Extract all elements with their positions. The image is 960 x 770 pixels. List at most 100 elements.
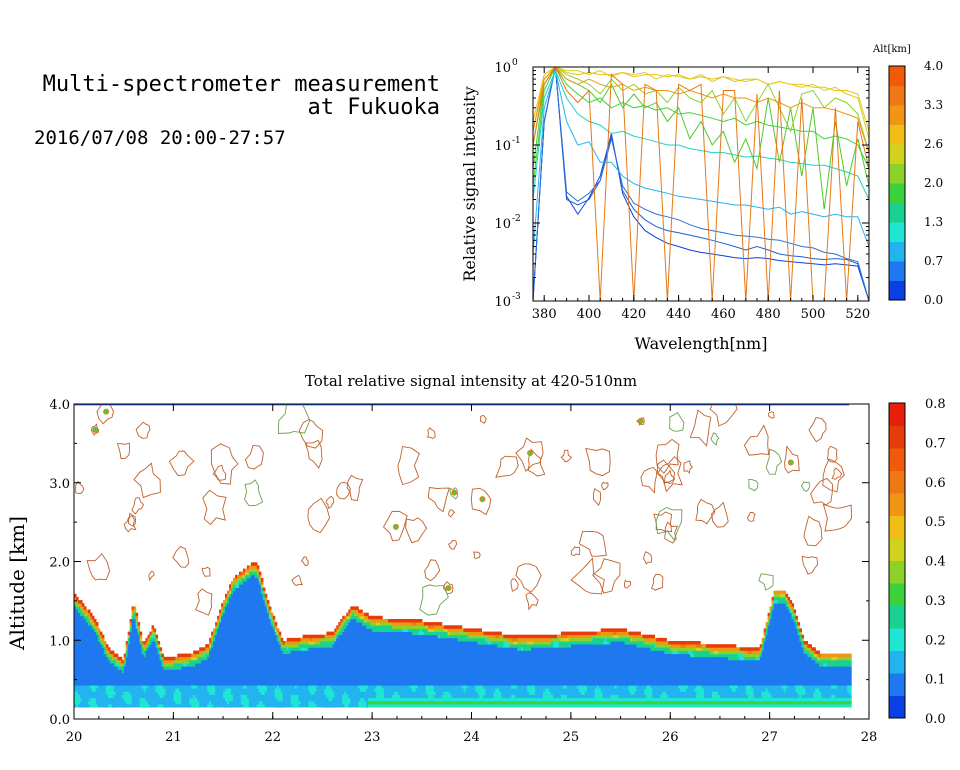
heatmap-cell [799,700,802,705]
heatmap-cell [360,697,363,708]
heatmap-cell [463,704,467,708]
heatmap-cell [374,685,377,689]
heatmap-cell [407,631,411,686]
heatmap-cell [338,625,341,629]
heatmap-cell [405,625,409,629]
heatmap-cell [433,628,437,632]
heatmap-cell [521,697,524,702]
heatmap-cell [668,697,671,702]
heatmap-cell [398,685,401,695]
heatmap-cell [451,634,455,639]
heatmap-cell [171,663,174,667]
heatmap-cell [529,694,532,699]
heatmap-cell [425,622,429,626]
heatmap-cell [483,704,486,708]
heatmap-cell [405,700,409,705]
heatmap-cell [433,631,437,636]
heatmap-cell [757,697,761,702]
heatmap-cell [638,631,641,636]
heatmap-cell [308,685,312,692]
heatmap-cell [93,697,97,708]
heatmap-cell [483,700,486,705]
heatmap-cell [531,637,534,642]
heatmap-cell [692,697,695,702]
heatmap-cell [555,647,558,686]
heatmap-cell [533,637,536,642]
heatmap-cell [215,625,218,629]
heatmap-cell [171,666,174,670]
heatmap-cell [817,704,820,708]
heatmap-cell [582,637,586,642]
heatmap-cell [717,700,721,705]
heatmap-cell [328,641,331,648]
heatmap-x-tick-label: 24 [463,730,480,745]
heatmap-cell [374,631,377,686]
heatmap-cell [91,685,95,692]
heatmap-cell [340,625,343,629]
heatmap-cell [429,704,433,708]
intensity-colorbar-tick-label: 0.8 [925,397,946,412]
heatmap-cell [312,700,316,708]
heatmap-cell [753,656,757,661]
heatmap-cell [805,704,808,708]
heatmap-cell [811,647,814,651]
heatmap-cell [433,685,437,692]
heatmap-cell [209,700,212,708]
heatmap-cell [666,653,669,686]
heatmap-cell [668,653,671,686]
heatmap-cell [242,694,246,708]
heatmap-cell [847,659,850,667]
heatmap-cell [670,644,673,648]
heatmap-cell [576,641,580,645]
heatmap-cell [417,631,421,636]
heatmap-cell [125,644,129,648]
heatmap-cell [211,637,214,642]
heatmap-cell [409,688,413,699]
heatmap-cell [819,656,822,661]
heatmap-cell [187,659,190,664]
heatmap-cell [783,697,787,702]
heatmap-cell [310,685,314,695]
heatmap-cell [694,688,697,692]
heatmap-cell [483,685,486,689]
heatmap-cell [358,615,361,620]
heatmap-cell [680,653,683,686]
heatmap-cell [89,697,93,708]
heatmap-cell [80,615,83,686]
heatmap-cell [747,656,751,661]
heatmap-cell [215,685,218,708]
heatmap-cell [419,697,423,702]
heatmap-cell [845,704,848,708]
heatmap-cell [541,647,544,686]
heatmap-cell [187,666,190,686]
heatmap-cell [376,704,379,708]
heatmap-cell [181,659,184,664]
heatmap-cell [207,653,210,658]
heatmap-cell [374,688,377,692]
heatmap-cell [207,691,210,705]
heatmap-cell [264,600,268,604]
heatmap-contour [210,443,239,485]
heatmap-cell [555,697,558,702]
heatmap-contour [570,546,581,556]
heatmap-cell [616,700,620,705]
heatmap-cell [360,691,363,699]
heatmap-contour [656,459,676,484]
heatmap-cell [264,603,268,607]
heatmap-cell [751,688,755,702]
heatmap-cell [378,700,381,705]
heatmap-cell [437,700,441,705]
heatmap-cell [793,615,797,623]
heatmap-cell [545,700,548,705]
heatmap-cell [320,647,323,686]
heatmap-cell [751,704,755,708]
heatmap-cell [95,628,99,632]
heatmap-cell [712,691,715,702]
heatmap-cell [139,644,143,686]
heatmap-cell [451,685,455,699]
heatmap-cell [694,685,697,689]
heatmap-cell [678,700,681,705]
heatmap-cell [558,685,562,699]
heatmap-cell [622,697,626,702]
heatmap-cell [636,641,640,648]
